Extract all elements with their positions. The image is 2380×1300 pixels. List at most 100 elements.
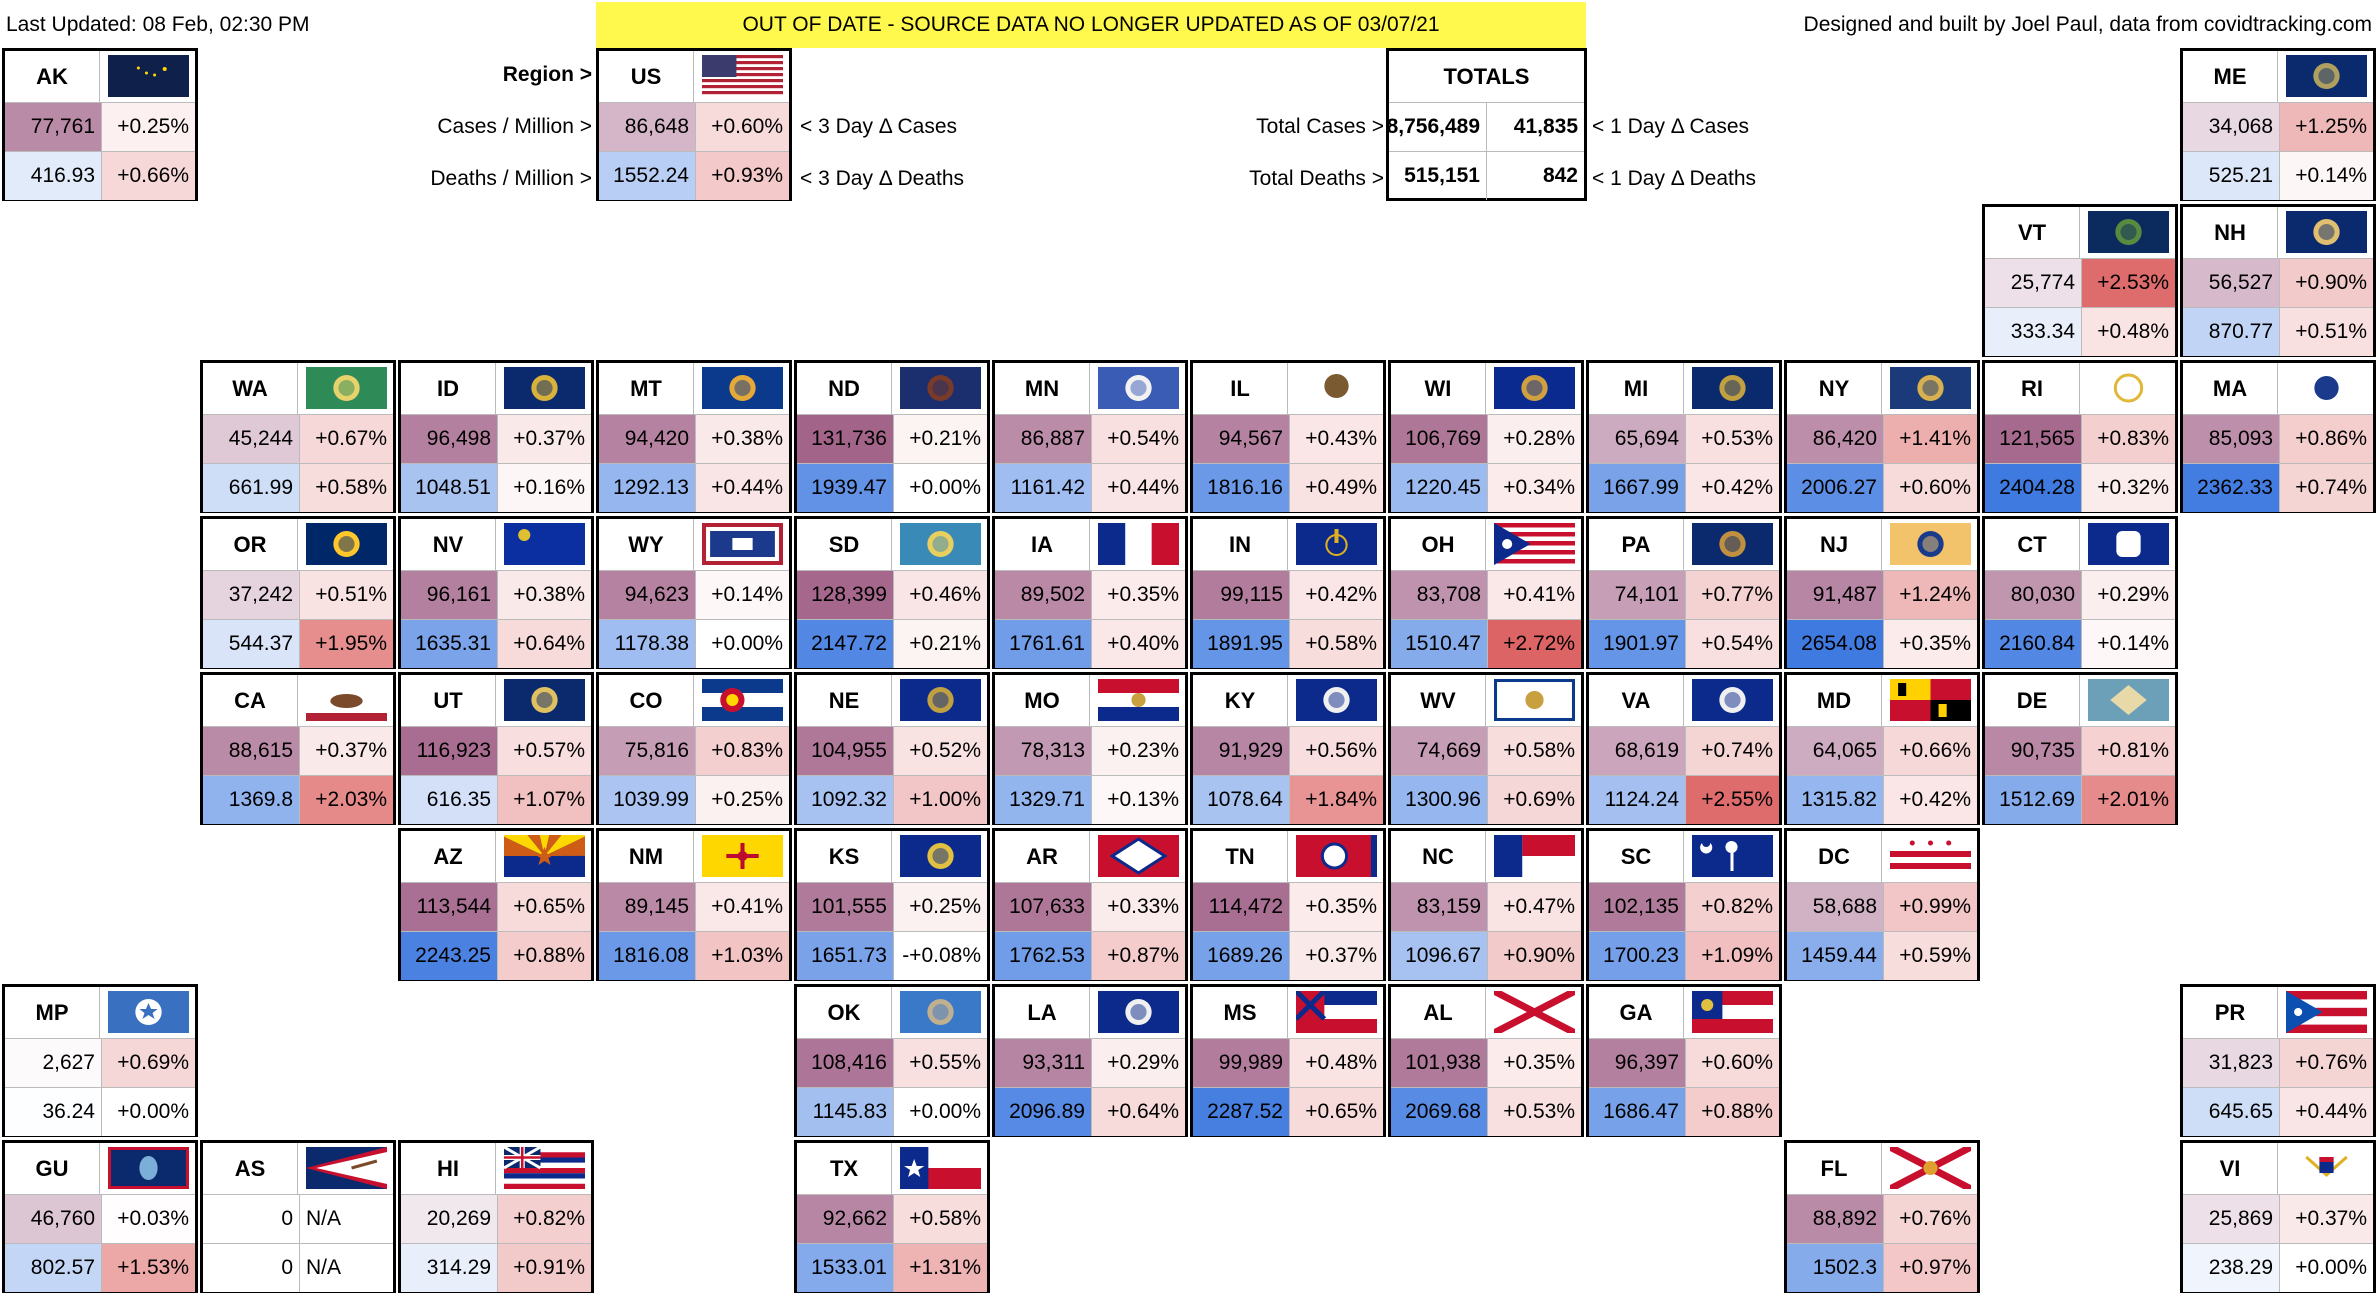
deaths-per-million: 314.29 [401, 1243, 497, 1292]
region-abbr: ND [797, 363, 892, 414]
region-card-ak: AK 77,761 +0.25% 416.93 +0.66% [2, 48, 198, 201]
region-card-ne: NE 104,955 +0.52% 1092.32 +1.00% [794, 672, 990, 825]
region-card-tn: TN 114,472 +0.35% 1689.26 +0.37% [1190, 828, 1386, 981]
region-card-ma: MA 85,093 +0.86% 2362.33 +0.74% [2180, 360, 2376, 513]
region-abbr: ID [401, 363, 496, 414]
cases-per-million: 25,869 [2183, 1194, 2279, 1243]
three-day-deaths-change: +0.32% [2081, 463, 2175, 512]
deaths-per-million: 802.57 [5, 1243, 101, 1292]
florida-flag-icon [1890, 1147, 1971, 1189]
three-day-deaths-change: +0.66% [101, 151, 195, 200]
total-cases-value: 28,756,489 [1389, 102, 1487, 151]
credit-text: Designed and built by Joel Paul, data fr… [1803, 13, 2372, 36]
deaths-per-million: 36.24 [5, 1087, 101, 1136]
deaths-per-million: 1891.95 [1193, 619, 1289, 668]
legend-total-deaths: Total Deaths > [1249, 167, 1384, 190]
legend-one-day-cases: < 1 Day Δ Cases [1592, 115, 1750, 138]
legend-deaths-per-million: Deaths / Million > [430, 167, 592, 190]
three-day-cases-change: +0.38% [497, 570, 591, 619]
three-day-cases-change: +0.35% [1487, 1038, 1581, 1087]
three-day-cases-change: +0.86% [2279, 414, 2373, 463]
region-abbr: MO [995, 675, 1090, 726]
three-day-deaths-change: +0.90% [1487, 931, 1581, 980]
pennsylvania-flag-icon [1692, 523, 1773, 565]
region-abbr: IL [1193, 363, 1288, 414]
north-dakota-flag-icon [900, 367, 981, 409]
region-abbr: VI [2183, 1143, 2278, 1194]
cases-per-million: 89,145 [599, 882, 695, 931]
three-day-cases-change: +0.35% [1091, 570, 1185, 619]
three-day-cases-change: +0.74% [1685, 726, 1779, 775]
deaths-per-million: 1145.83 [797, 1087, 893, 1136]
deaths-per-million: 1552.24 [599, 151, 695, 200]
region-abbr: AS [203, 1143, 298, 1194]
minnesota-flag-icon [1098, 367, 1179, 409]
three-day-cases-change: +0.60% [695, 102, 789, 151]
deaths-per-million: 1039.99 [599, 775, 695, 824]
deaths-per-million: 1689.26 [1193, 931, 1289, 980]
cases-per-million: 75,816 [599, 726, 695, 775]
region-abbr: KS [797, 831, 892, 882]
deaths-per-million: 661.99 [203, 463, 299, 512]
deaths-per-million: 1292.13 [599, 463, 695, 512]
region-card-nv: NV 96,161 +0.38% 1635.31 +0.64% [398, 516, 594, 669]
region-card-ok: OK 108,416 +0.55% 1145.83 +0.00% [794, 984, 990, 1137]
region-card-va: VA 68,619 +0.74% 1124.24 +2.55% [1586, 672, 1782, 825]
virgin-islands-flag-icon [2286, 1147, 2367, 1189]
three-day-deaths-change: +0.13% [1091, 775, 1185, 824]
west-virginia-flag-icon [1494, 679, 1575, 721]
region-abbr: RI [1985, 363, 2080, 414]
region-card-me: ME 34,068 +1.25% 525.21 +0.14% [2180, 48, 2376, 201]
cases-per-million: 2,627 [5, 1038, 101, 1087]
region-abbr: MN [995, 363, 1090, 414]
deaths-per-million: 1686.47 [1589, 1087, 1685, 1136]
region-abbr: CT [1985, 519, 2080, 570]
legend-one-day-deaths: < 1 Day Δ Deaths [1592, 167, 1757, 190]
three-day-cases-change: +0.77% [1685, 570, 1779, 619]
iowa-flag-icon [1098, 523, 1179, 565]
three-day-deaths-change: +1.09% [1685, 931, 1779, 980]
three-day-deaths-change: +0.59% [1883, 931, 1977, 980]
region-card-ri: RI 121,565 +0.83% 2404.28 +0.32% [1982, 360, 2178, 513]
three-day-deaths-change: +0.53% [1487, 1087, 1581, 1136]
nebraska-flag-icon [900, 679, 981, 721]
arizona-flag-icon [504, 835, 585, 877]
three-day-cases-change: +0.65% [497, 882, 591, 931]
missouri-flag-icon [1098, 679, 1179, 721]
cases-per-million: 91,929 [1193, 726, 1289, 775]
three-day-deaths-change: +0.34% [1487, 463, 1581, 512]
deaths-per-million: 333.34 [1985, 307, 2081, 356]
region-card-pr: PR 31,823 +0.76% 645.65 +0.44% [2180, 984, 2376, 1137]
cases-per-million: 56,527 [2183, 258, 2279, 307]
region-card-id: ID 96,498 +0.37% 1048.51 +0.16% [398, 360, 594, 513]
region-card-nc: NC 83,159 +0.47% 1096.67 +0.90% [1388, 828, 1584, 981]
deaths-per-million: 2096.89 [995, 1087, 1091, 1136]
three-day-deaths-change: +2.55% [1685, 775, 1779, 824]
maine-flag-icon [2286, 55, 2367, 97]
three-day-deaths-change: +1.31% [893, 1243, 987, 1292]
three-day-cases-change: +0.41% [1487, 570, 1581, 619]
region-abbr: VA [1589, 675, 1684, 726]
region-card-md: MD 64,065 +0.66% 1315.82 +0.42% [1784, 672, 1980, 825]
three-day-deaths-change: +0.48% [2081, 307, 2175, 356]
three-day-deaths-change: +0.44% [695, 463, 789, 512]
region-card-ky: KY 91,929 +0.56% 1078.64 +1.84% [1190, 672, 1386, 825]
delaware-flag-icon [2088, 679, 2169, 721]
cases-per-million: 121,565 [1985, 414, 2081, 463]
cases-per-million: 86,887 [995, 414, 1091, 463]
region-card-nh: NH 56,527 +0.90% 870.77 +0.51% [2180, 204, 2376, 357]
region-card-wa: WA 45,244 +0.67% 661.99 +0.58% [200, 360, 396, 513]
three-day-deaths-change: +0.88% [497, 931, 591, 980]
three-day-deaths-change: +0.58% [1289, 619, 1383, 668]
region-card-ut: UT 116,923 +0.57% 616.35 +1.07% [398, 672, 594, 825]
deaths-per-million: 2362.33 [2183, 463, 2279, 512]
three-day-cases-change: +0.60% [1685, 1038, 1779, 1087]
region-abbr: DC [1787, 831, 1882, 882]
region-card-mn: MN 86,887 +0.54% 1161.42 +0.44% [992, 360, 1188, 513]
deaths-per-million: 1329.71 [995, 775, 1091, 824]
three-day-cases-change: +0.51% [299, 570, 393, 619]
region-card-ar: AR 107,633 +0.33% 1762.53 +0.87% [992, 828, 1188, 981]
cases-per-million: 94,623 [599, 570, 695, 619]
tennessee-flag-icon [1296, 835, 1377, 877]
three-day-deaths-change: +0.00% [893, 1087, 987, 1136]
